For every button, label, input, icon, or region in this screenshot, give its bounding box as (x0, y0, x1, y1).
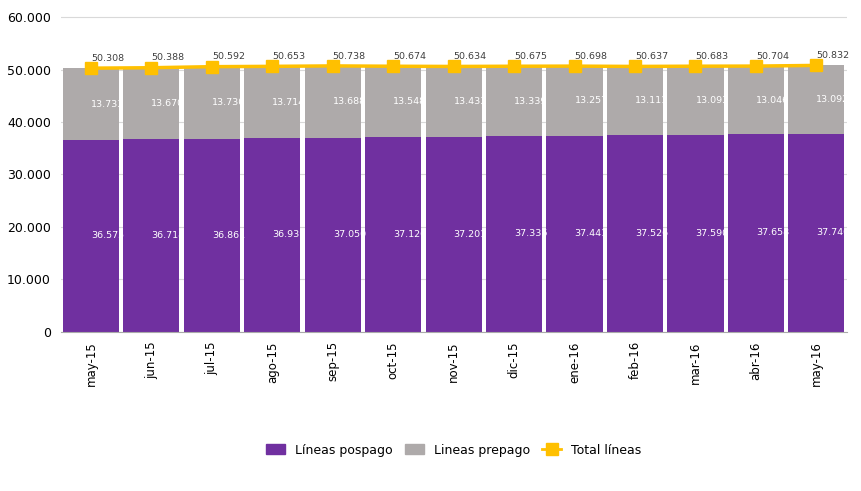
Bar (365, 137, 421, 331)
Text: 37.740: 37.740 (816, 228, 850, 237)
Bar (63, 140, 119, 331)
Bar (486, 66, 542, 136)
Text: 13.092: 13.092 (816, 95, 850, 104)
Bar (183, 138, 240, 331)
Bar (486, 136, 542, 331)
Bar (365, 66, 421, 137)
Bar (667, 66, 723, 135)
Bar (63, 68, 119, 140)
Text: 37.201: 37.201 (454, 230, 486, 239)
Text: 50.637: 50.637 (635, 52, 668, 61)
Text: 37.658: 37.658 (756, 228, 789, 238)
Text: 37.050: 37.050 (332, 230, 366, 239)
Text: 50.704: 50.704 (756, 52, 789, 61)
Text: 13.339: 13.339 (514, 97, 548, 106)
Bar (305, 66, 361, 137)
Text: 13.046: 13.046 (756, 96, 789, 105)
Bar (789, 65, 845, 134)
Text: 50.388: 50.388 (152, 54, 184, 62)
Bar (547, 66, 603, 136)
Text: 50.308: 50.308 (91, 54, 124, 63)
Text: 13.670: 13.670 (152, 99, 184, 108)
Text: 36.575: 36.575 (91, 231, 124, 240)
Bar (607, 135, 663, 331)
Text: 13.093: 13.093 (696, 96, 728, 105)
Text: 13.688: 13.688 (332, 97, 366, 106)
Text: 50.592: 50.592 (212, 53, 245, 61)
Bar (183, 67, 240, 138)
Bar (123, 68, 179, 139)
Text: 13.733: 13.733 (91, 100, 124, 109)
Text: 37.526: 37.526 (635, 229, 668, 238)
Legend: Líneas pospago, Lineas prepago, Total líneas: Líneas pospago, Lineas prepago, Total lí… (261, 438, 647, 462)
Text: 36.861: 36.861 (212, 231, 245, 240)
Bar (425, 137, 482, 331)
Text: 13.548: 13.548 (393, 97, 426, 106)
Bar (245, 138, 300, 331)
Text: 50.683: 50.683 (696, 52, 728, 61)
Text: 37.590: 37.590 (696, 229, 728, 238)
Text: 13.111: 13.111 (635, 96, 668, 105)
Text: 13.433: 13.433 (454, 97, 487, 106)
Text: 50.674: 50.674 (393, 52, 426, 61)
Text: 50.653: 50.653 (272, 52, 306, 61)
Text: 50.832: 50.832 (816, 51, 850, 60)
Text: 50.738: 50.738 (332, 52, 366, 61)
Text: 50.634: 50.634 (454, 52, 486, 61)
Bar (245, 66, 300, 138)
Bar (305, 137, 361, 331)
Text: 36.718: 36.718 (152, 231, 184, 240)
Bar (667, 135, 723, 331)
Text: 37.126: 37.126 (393, 230, 426, 239)
Bar (607, 66, 663, 135)
Text: 36.939: 36.939 (272, 230, 306, 239)
Text: 50.675: 50.675 (514, 52, 547, 61)
Bar (123, 139, 179, 331)
Bar (425, 66, 482, 137)
Text: 13.257: 13.257 (574, 96, 608, 105)
Bar (547, 136, 603, 331)
Text: 13.730: 13.730 (212, 98, 245, 107)
Text: 13.714: 13.714 (272, 98, 306, 107)
Text: 37.441: 37.441 (574, 229, 608, 238)
Bar (789, 134, 845, 331)
Bar (728, 135, 784, 331)
Bar (728, 66, 784, 135)
Text: 37.336: 37.336 (514, 229, 548, 238)
Text: 50.698: 50.698 (574, 52, 608, 61)
